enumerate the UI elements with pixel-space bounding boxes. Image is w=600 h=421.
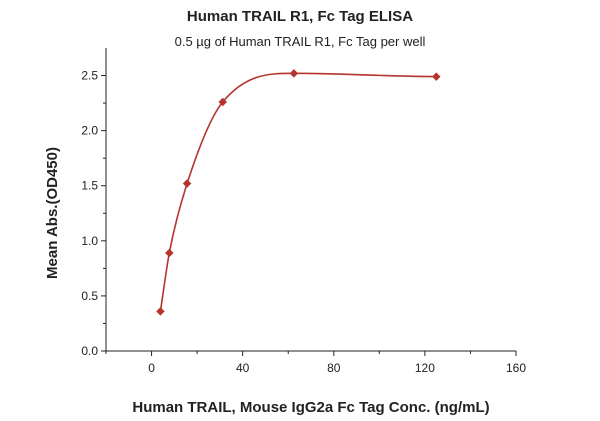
fit-curve-layer <box>159 72 437 312</box>
x-tick-label: 40 <box>236 361 250 375</box>
y-tick-label: 0.5 <box>81 289 98 303</box>
x-axis-label: Human TRAIL, Mouse IgG2a Fc Tag Conc. (n… <box>132 399 489 416</box>
data-point <box>218 97 228 107</box>
x-tick-label: 80 <box>327 361 341 375</box>
axes: 0.0 0.5 1.0 1.5 2.0 2.5 0 40 80 120 160 <box>81 48 526 375</box>
data-point <box>431 72 441 82</box>
y-tick-label: 2.0 <box>81 124 98 138</box>
fit-curve <box>159 72 437 312</box>
y-tick-label: 1.5 <box>81 179 98 193</box>
y-tick-label: 2.5 <box>81 69 98 83</box>
y-tick-label: 1.0 <box>81 234 98 248</box>
x-tick-label: 160 <box>506 361 526 375</box>
x-tick-label: 120 <box>415 361 435 375</box>
data-point <box>164 248 174 258</box>
data-points <box>156 68 441 316</box>
data-point <box>156 306 165 316</box>
data-point <box>289 68 299 78</box>
data-point <box>182 179 192 188</box>
chart-subtitle: 0.5 µg of Human TRAIL R1, Fc Tag per wel… <box>174 34 426 49</box>
chart-title: Human TRAIL R1, Fc Tag ELISA <box>186 8 414 25</box>
x-tick-label: 0 <box>148 361 155 375</box>
y-axis-label: Mean Abs.(OD450) <box>44 147 61 279</box>
y-tick-label: 0.0 <box>81 344 98 358</box>
